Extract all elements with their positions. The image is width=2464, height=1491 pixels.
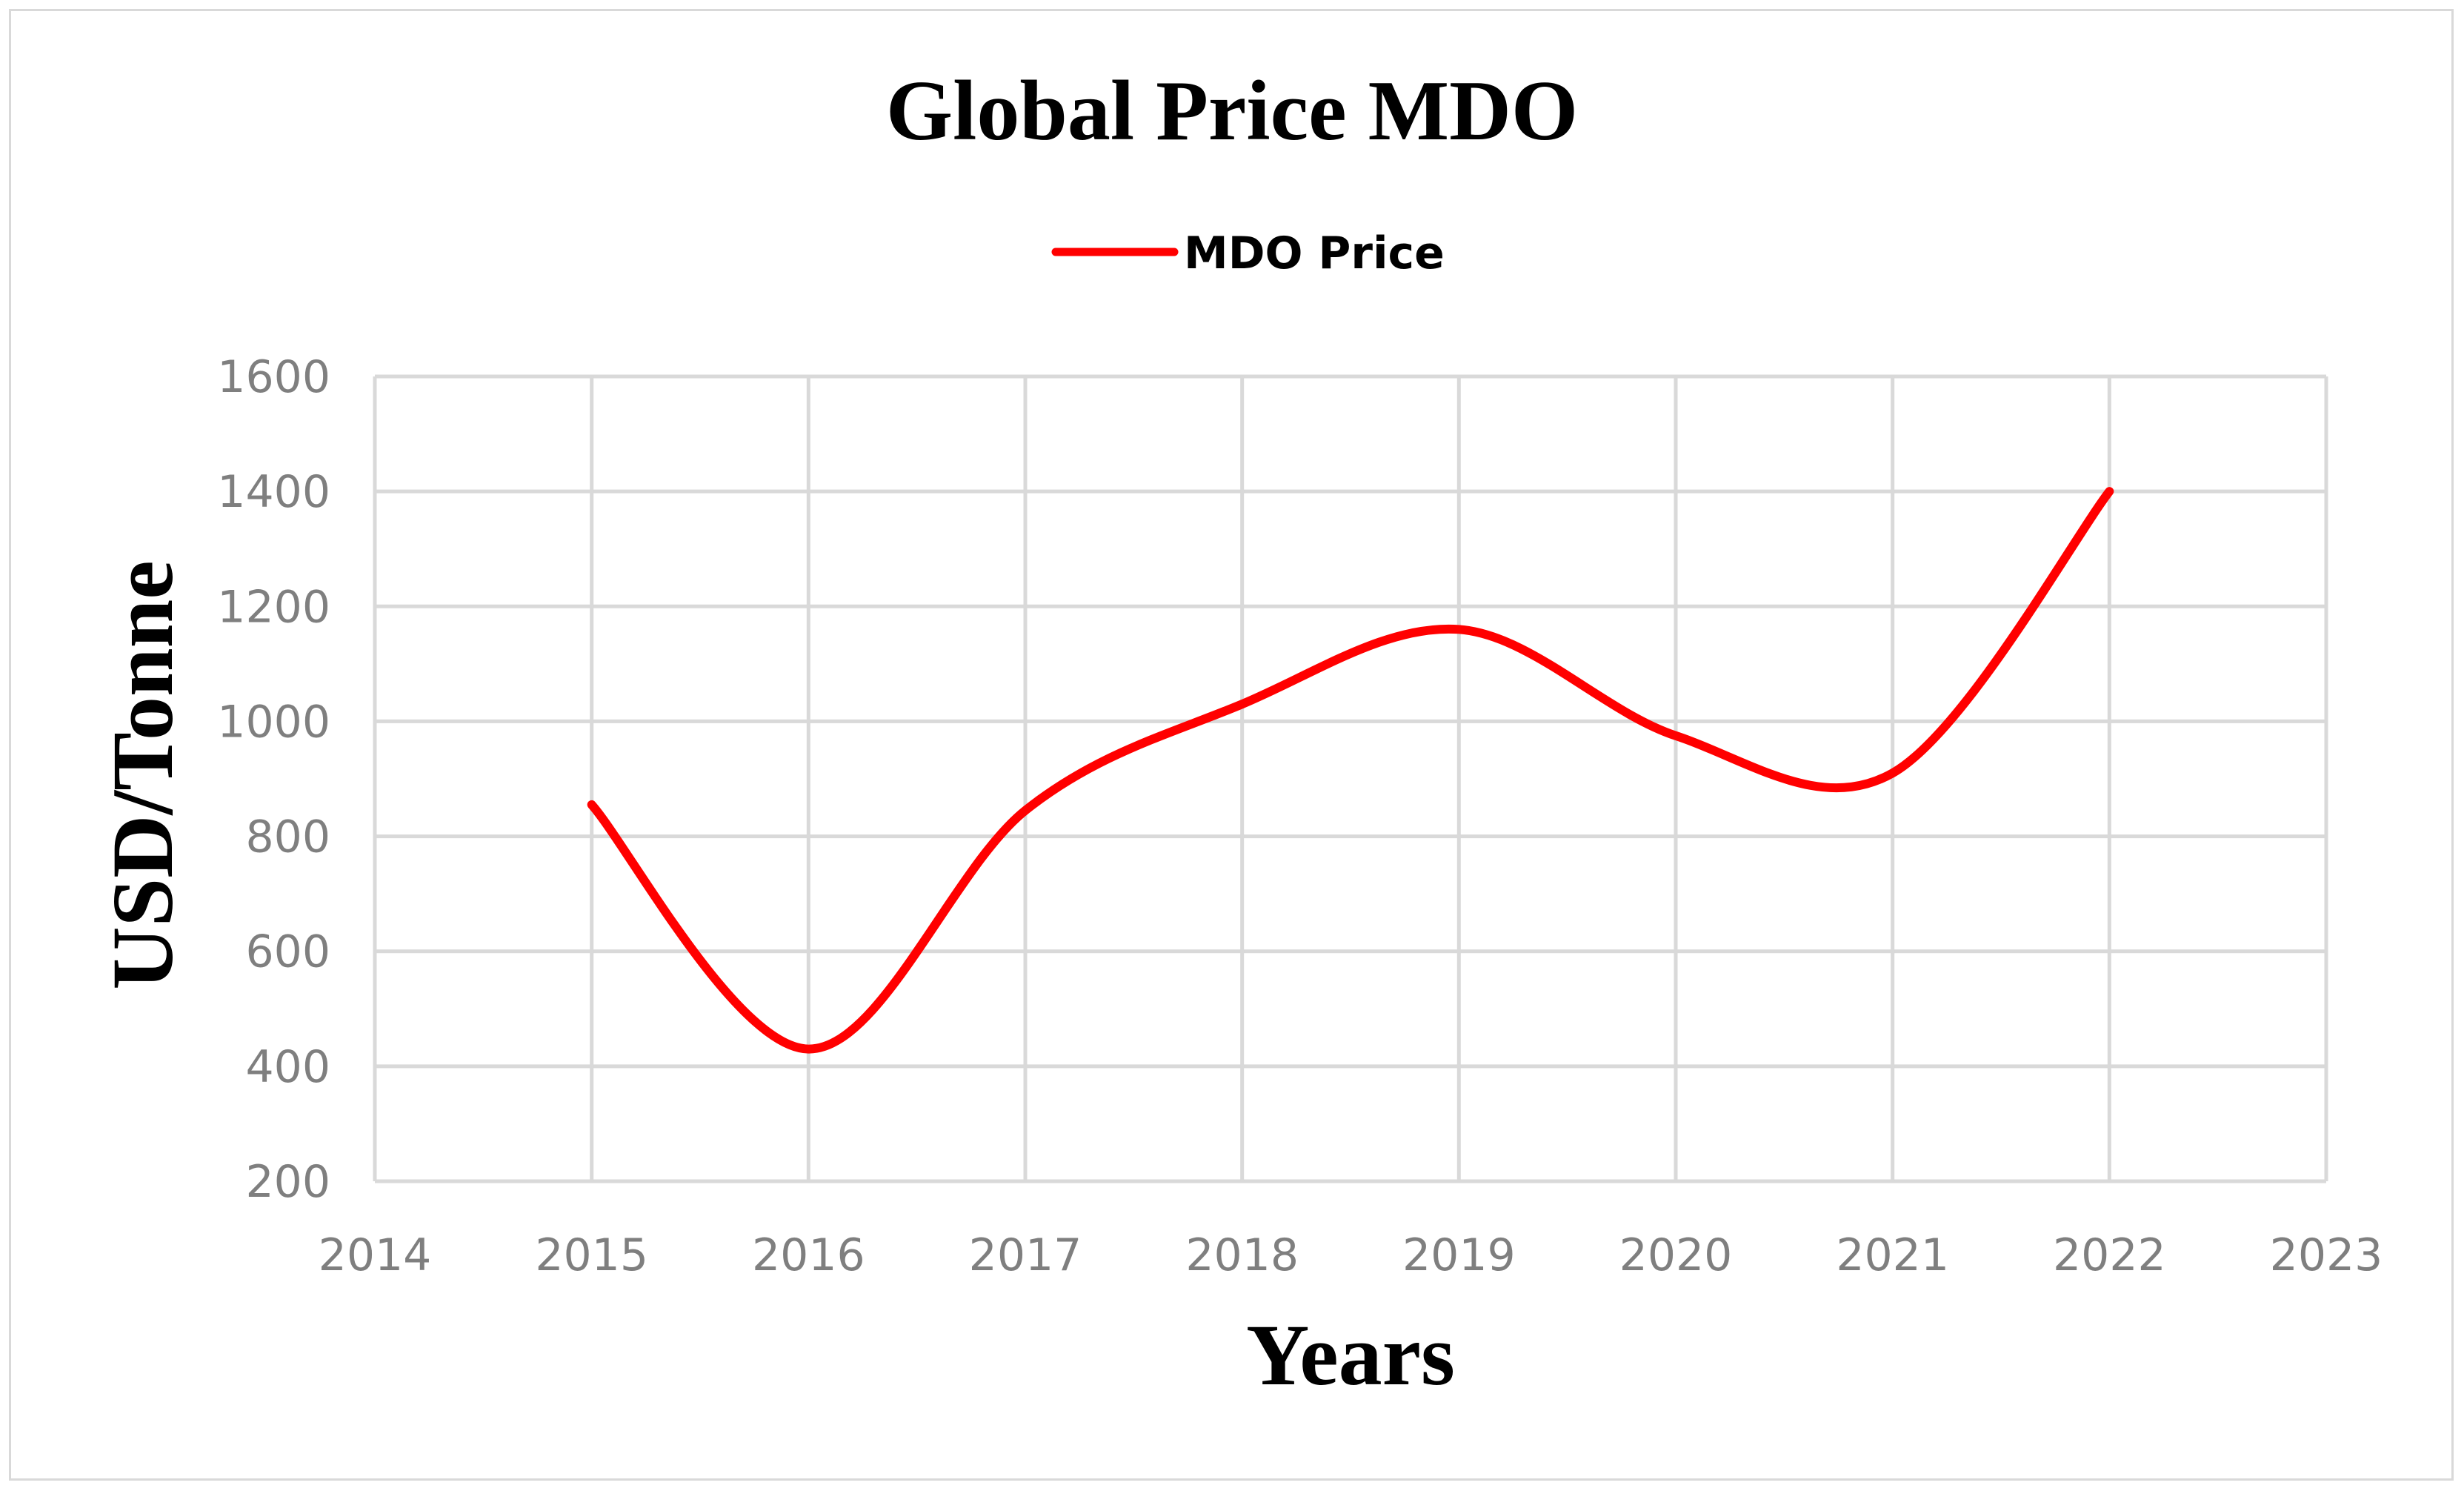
x-axis-ticks: 2014 2015 2016 2017 2018 2019 2020 2021 2022 2023 [319,1229,2383,1281]
series-line-0 [587,487,2114,1054]
y-axis-ticks: 200 400 600 800 1000 1200 1400 1600 [217,351,330,1208]
x-tick-label-2015: 2015 [535,1229,648,1281]
y-axis-title: USD/Tonne [94,560,191,989]
data-point-2018 [1238,700,1247,708]
x-tick-label-2020: 2020 [1619,1229,1733,1281]
y-tick-label-200: 200 [245,1156,330,1208]
chart-frame [9,9,2454,1481]
y-tick-label-600: 600 [245,926,330,978]
x-tick-label-2016: 2016 [752,1229,865,1281]
data-point-2022 [2105,487,2114,496]
y-tick-label-400: 400 [245,1041,330,1093]
legend-label: MDO Price [1184,228,1445,279]
legend: MDO Price [1051,228,1445,279]
data-point-2017 [1021,806,1030,815]
x-tick-label-2023: 2023 [2270,1229,2383,1281]
x-tick-label-2019: 2019 [1402,1229,1516,1281]
data-point-2020 [1671,731,1680,740]
gridlines [373,374,2328,1183]
y-tick-label-1400: 1400 [217,466,330,518]
chart-title: Global Price MDO [886,64,1578,159]
x-tick-label-2022: 2022 [2053,1229,2166,1281]
x-tick-label-2018: 2018 [1185,1229,1299,1281]
data-point-2021 [1888,768,1897,777]
data-point-2015 [587,800,596,809]
x-tick-label-2017: 2017 [969,1229,1082,1281]
data-point-2016 [804,1045,813,1054]
series-layer [587,487,2114,1054]
y-tick-label-800: 800 [245,811,330,863]
data-point-2019 [1454,625,1463,634]
x-tick-label-2021: 2021 [1836,1229,1949,1281]
y-tick-label-1000: 1000 [217,696,330,748]
x-axis-title: Years [1246,1306,1455,1404]
x-tick-label-2014: 2014 [319,1229,432,1281]
y-tick-label-1600: 1600 [217,351,330,403]
y-tick-label-1200: 1200 [217,581,330,633]
